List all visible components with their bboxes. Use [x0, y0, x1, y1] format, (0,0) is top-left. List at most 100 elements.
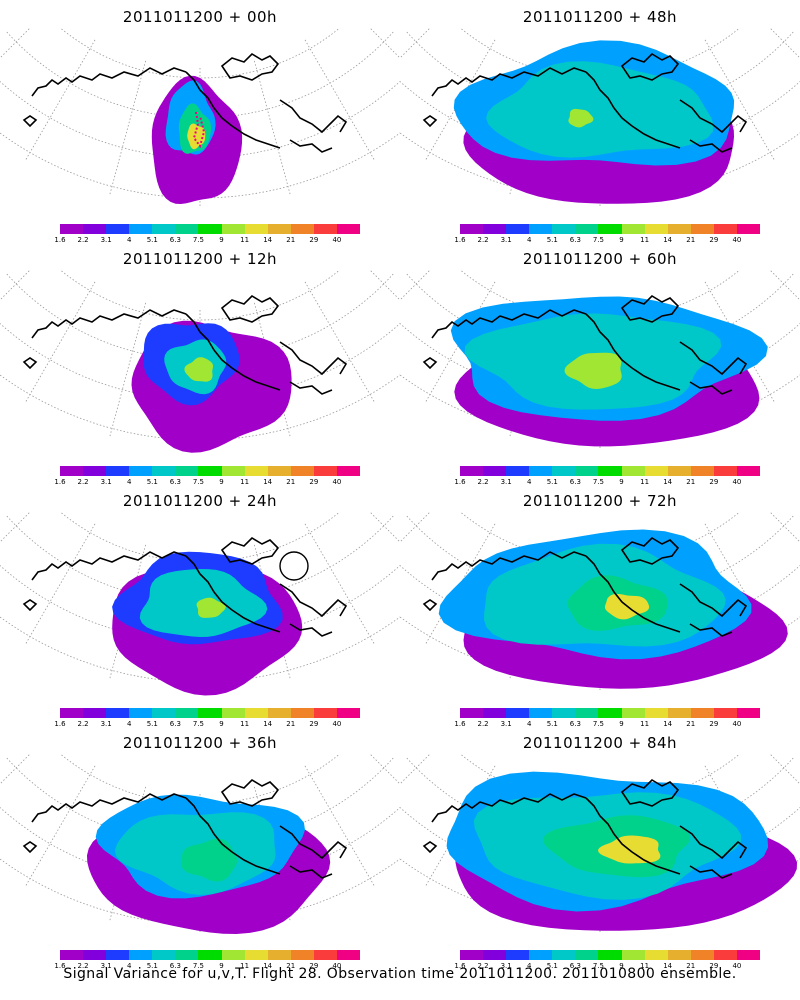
- meridian: [24, 281, 96, 404]
- meridian: [400, 512, 431, 543]
- colorbar-tick-label: 9: [619, 720, 624, 728]
- colorbar-tick-label: 7.5: [192, 962, 205, 970]
- colorbar-segment: [175, 224, 199, 234]
- colorbar: [60, 224, 361, 234]
- panel-36h: 2011011200 + 36h 1.6 2.2 3.1 4 5.1 6.3 7.5 9 11 1…: [0, 726, 400, 970]
- colorbar-tick-label: 2.2: [477, 478, 489, 486]
- colorbar-tick-label: 1.6: [54, 478, 66, 486]
- latitude-circle: [0, 322, 400, 401]
- colorbar-segment: [552, 224, 576, 234]
- colorbar-labels: 1.6 2.2 3.1 4 5.1 6.3 7.5 9 11 14 21 29 40: [454, 962, 760, 972]
- coastline: [279, 341, 348, 376]
- colorbar-tick-label: 21: [286, 478, 296, 486]
- latitude-circle: [59, 270, 341, 321]
- colorbar-labels: 1.6 2.2 3.1 4 5.1 6.3 7.5 9 11 14 21 29 40: [54, 236, 360, 246]
- colorbar-segment: [60, 224, 84, 234]
- colorbar-segment: [244, 708, 268, 718]
- colorbar-tick-label: 2.2: [477, 720, 489, 728]
- colorbar-tick-label: 7.5: [592, 720, 605, 728]
- colorbar-segment: [129, 224, 153, 234]
- colorbar-tick-label: 14: [263, 478, 273, 486]
- colorbar-segment: [667, 466, 691, 476]
- colorbar-segment: [598, 950, 622, 960]
- coastline: [22, 841, 38, 854]
- colorbar-tick-label: 29: [709, 236, 719, 244]
- colorbar-tick-label: 4: [526, 478, 532, 486]
- panel-title: 2011011200 + 36h: [122, 734, 278, 752]
- colorbar-tick-label: 2.2: [477, 236, 489, 244]
- coastline: [689, 865, 733, 879]
- colorbar-tick-label: 3.1: [100, 236, 112, 244]
- coastline: [279, 99, 348, 134]
- figure-caption: Signal Variance for u,v,T. Flight 28. Ob…: [63, 966, 737, 982]
- coastline: [431, 793, 587, 823]
- colorbar-segment: [244, 224, 268, 234]
- colorbar-segment: [83, 466, 107, 476]
- colorbar-tick-label: 1.6: [454, 720, 466, 728]
- colorbar-segment: [336, 708, 361, 718]
- latitude-circle: [0, 564, 400, 643]
- colorbar-segment: [336, 466, 361, 476]
- colorbar-segment: [736, 708, 761, 718]
- colorbar-segment: [221, 950, 245, 960]
- colorbar-tick-label: 29: [709, 478, 719, 486]
- colorbar-segment: [575, 708, 599, 718]
- colorbar-labels: 1.6 2.2 3.1 4 5.1 6.3 7.5 9 11 14 21 29 40: [454, 478, 760, 488]
- colorbar-segment: [175, 466, 199, 476]
- coastline: [22, 115, 38, 128]
- colorbar-tick-label: 21: [686, 720, 696, 728]
- meridian: [0, 754, 31, 785]
- colorbar-segment: [575, 950, 599, 960]
- colorbar-tick-label: 11: [240, 478, 250, 486]
- colorbar-tick-label: 29: [309, 720, 319, 728]
- colorbar-tick-label: 1.6: [454, 962, 466, 970]
- colorbar-segment: [129, 950, 153, 960]
- latitude-circle: [59, 754, 341, 805]
- meridian: [769, 28, 800, 59]
- colorbar-tick-label: 9: [219, 478, 224, 486]
- colorbar-tick-label: 6.3: [169, 478, 181, 486]
- colorbar-labels: 1.6 2.2 3.1 4 5.1 6.3 7.5 9 11 14 21 29 40: [54, 720, 360, 730]
- colorbar-segment: [175, 708, 199, 718]
- meridian: [0, 270, 31, 301]
- map-48h: [400, 28, 800, 208]
- coastline: [620, 52, 680, 81]
- colorbar: [460, 224, 761, 234]
- colorbar-tick-label: 5.1: [146, 962, 158, 970]
- latitude-circle: [400, 564, 800, 643]
- colorbar-tick-label: 2.2: [77, 962, 89, 970]
- variance-contour: [181, 838, 238, 882]
- colorbar-tick-label: 11: [640, 962, 650, 970]
- colorbar-segment: [621, 466, 645, 476]
- coastline: [620, 294, 680, 323]
- colorbar-tick-label: 11: [240, 962, 250, 970]
- variance-contour: [184, 357, 213, 382]
- meridian: [24, 523, 96, 646]
- colorbar-segment: [529, 466, 553, 476]
- colorbar-segment: [460, 466, 484, 476]
- coastline: [289, 865, 333, 879]
- latitude-circle: [459, 754, 741, 805]
- coastline: [185, 313, 281, 391]
- colorbar-segment: [221, 466, 245, 476]
- coastline: [422, 841, 438, 854]
- colorbar-segment: [483, 224, 507, 234]
- meridian: [253, 60, 291, 197]
- meridian: [369, 270, 400, 301]
- colorbar-tick-label: 3.1: [500, 962, 512, 970]
- colorbar-tick-label: 9: [219, 236, 224, 244]
- colorbar-segment: [290, 708, 314, 718]
- coastline: [185, 555, 281, 633]
- colorbar-segment: [83, 708, 107, 718]
- colorbar: [60, 950, 361, 960]
- colorbar-segment: [667, 708, 691, 718]
- map-00h: [0, 28, 400, 208]
- colorbar-segment: [313, 950, 337, 960]
- meridian: [109, 60, 147, 197]
- latitude-circle: [459, 512, 741, 563]
- colorbar-tick-label: 1.6: [454, 236, 466, 244]
- colorbar-segment: [106, 708, 130, 718]
- colorbar-segment: [713, 950, 737, 960]
- meridian: [304, 39, 376, 162]
- colorbar-tick-label: 6.3: [569, 236, 581, 244]
